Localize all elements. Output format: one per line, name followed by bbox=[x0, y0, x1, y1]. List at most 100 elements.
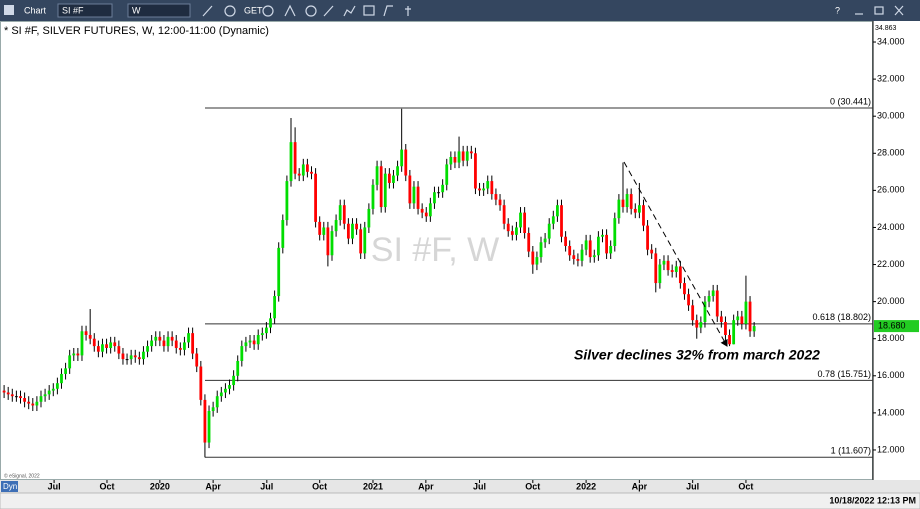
candle-body bbox=[420, 208, 424, 213]
candle-body bbox=[535, 257, 539, 265]
candle-body bbox=[539, 242, 543, 258]
candle-body bbox=[646, 225, 649, 250]
y-tick-label: 26.000 bbox=[877, 185, 905, 195]
candle-body bbox=[228, 385, 231, 389]
app-name: Chart bbox=[24, 5, 47, 15]
app-icon bbox=[4, 5, 14, 15]
candle-body bbox=[383, 173, 387, 208]
candle-body bbox=[748, 301, 752, 332]
status-bar bbox=[0, 492, 920, 509]
candle-body bbox=[637, 205, 641, 213]
candle-body bbox=[289, 142, 293, 182]
a-icon[interactable] bbox=[305, 5, 317, 17]
symbol-box[interactable] bbox=[57, 3, 113, 18]
x-tick-label: Apr bbox=[632, 481, 648, 491]
x-tick-label: Oct bbox=[525, 481, 540, 491]
candle-body bbox=[252, 340, 256, 345]
candle-body bbox=[117, 346, 121, 354]
candle-body bbox=[19, 396, 22, 399]
candle-body bbox=[162, 340, 166, 347]
candle-body bbox=[707, 296, 711, 302]
candle-body bbox=[305, 164, 309, 172]
note-icon[interactable] bbox=[363, 5, 375, 16]
b-icon[interactable] bbox=[262, 5, 274, 17]
candle-body bbox=[449, 156, 453, 165]
last-price-label: 18.680 bbox=[878, 320, 906, 330]
candle-body bbox=[699, 322, 703, 328]
plot-area bbox=[0, 21, 873, 480]
line-icon[interactable] bbox=[323, 5, 334, 17]
candle-body bbox=[613, 218, 617, 246]
link-icon[interactable] bbox=[383, 5, 393, 17]
candle-body bbox=[486, 181, 490, 189]
dyn-box[interactable] bbox=[1, 481, 18, 492]
max-icon[interactable] bbox=[874, 6, 884, 15]
level-label: 0.78 (15.751) bbox=[817, 369, 871, 379]
y-tick-label: 30.000 bbox=[877, 111, 905, 121]
study-icon[interactable] bbox=[224, 5, 236, 17]
y-tick-label: 28.000 bbox=[877, 148, 905, 158]
candle-body bbox=[691, 305, 695, 321]
get-button[interactable]: GET bbox=[244, 5, 263, 15]
y-tick-label: 12.000 bbox=[877, 444, 905, 454]
help[interactable]: ? bbox=[835, 5, 840, 15]
candle-body bbox=[281, 220, 285, 248]
candle-body bbox=[719, 316, 723, 323]
candle-body bbox=[6, 392, 10, 395]
draw-icon[interactable] bbox=[202, 5, 213, 17]
candle-body bbox=[80, 331, 84, 356]
candle-body bbox=[445, 164, 449, 185]
candle-body bbox=[506, 223, 510, 232]
candle-body bbox=[523, 212, 527, 234]
candle-body bbox=[592, 255, 596, 258]
candle-body bbox=[219, 392, 223, 397]
candle-body bbox=[150, 340, 154, 347]
interval-box[interactable] bbox=[127, 3, 191, 18]
candle-body bbox=[351, 223, 354, 239]
candle-body bbox=[236, 360, 240, 376]
dyn-label[interactable]: Dyn bbox=[3, 482, 17, 491]
candle-body bbox=[2, 390, 6, 393]
y-tick-label: 18.000 bbox=[877, 333, 905, 343]
candle-body bbox=[711, 290, 715, 297]
fb-icon[interactable] bbox=[405, 6, 411, 16]
close-icon[interactable] bbox=[894, 5, 904, 16]
candle-body bbox=[269, 318, 272, 328]
symbol[interactable]: SI #F bbox=[62, 5, 84, 15]
candle-body bbox=[113, 342, 117, 347]
candle-body bbox=[207, 411, 211, 443]
candle-body bbox=[174, 340, 178, 348]
candle-body bbox=[338, 205, 342, 221]
candle-body bbox=[109, 342, 113, 348]
candle-body bbox=[596, 236, 600, 256]
candle-body bbox=[428, 203, 432, 217]
candle-body bbox=[572, 255, 576, 259]
candle-body bbox=[178, 347, 182, 350]
candle-body bbox=[601, 234, 604, 237]
candle-body bbox=[490, 181, 494, 195]
candle-body bbox=[678, 266, 682, 284]
interval[interactable]: W bbox=[132, 5, 141, 15]
candle-body bbox=[371, 184, 375, 209]
toolbar-icons[interactable] bbox=[202, 4, 904, 17]
candle-body bbox=[670, 270, 674, 272]
candle-body bbox=[146, 346, 149, 352]
chart-title: * SI #F, SILVER FUTURES, W, 12:00-11:00 … bbox=[4, 25, 269, 37]
candle-body bbox=[625, 194, 629, 208]
candle-body bbox=[334, 220, 338, 232]
candle-body bbox=[621, 199, 625, 208]
candle-body bbox=[474, 153, 477, 189]
candle-body bbox=[203, 399, 207, 443]
candle-body bbox=[379, 166, 383, 208]
candle-body bbox=[424, 212, 428, 217]
candle-body bbox=[461, 151, 465, 161]
candle-body bbox=[314, 173, 317, 222]
chart-icon[interactable] bbox=[343, 5, 356, 17]
trend-icon[interactable] bbox=[284, 4, 296, 17]
candle-body bbox=[330, 231, 334, 256]
candle-body bbox=[158, 336, 162, 341]
candle-body bbox=[23, 398, 26, 402]
candle-body bbox=[240, 346, 244, 361]
candle-body bbox=[367, 208, 371, 228]
